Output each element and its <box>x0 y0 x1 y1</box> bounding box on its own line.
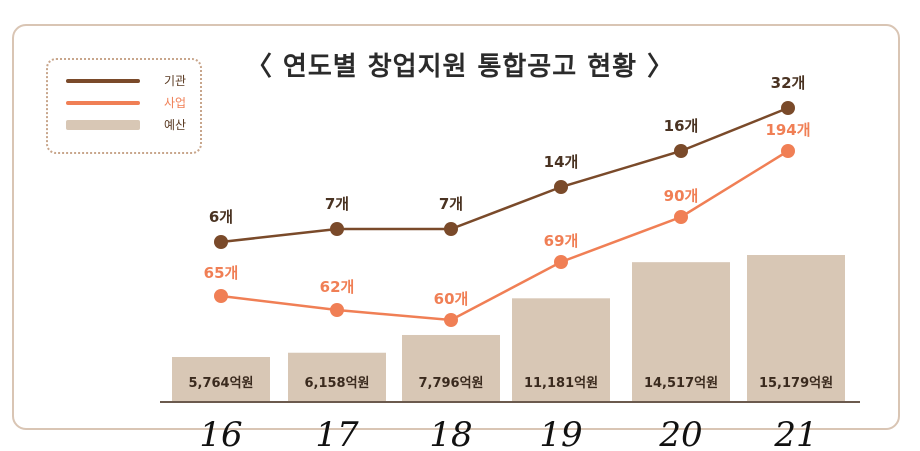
chart-title: 〈 연도별 창업지원 통합공고 현황 〉 <box>245 52 675 82</box>
legend: 기관 사업 예산 <box>46 58 202 154</box>
saeop-point-18 <box>444 313 458 327</box>
gigwan-label-19: 14개 <box>544 153 579 171</box>
saeop-point-17 <box>330 303 344 317</box>
legend-label-saeop: 사업 <box>164 96 187 110</box>
saeop-label-17: 62개 <box>320 278 355 296</box>
x-tick-18: 18 <box>429 415 472 451</box>
bar-label-16: 5,764억원 <box>188 376 253 391</box>
legend-label-yesan: 예산 <box>164 118 187 132</box>
bar-label-18: 7,796억원 <box>418 376 483 391</box>
gigwan-label-20: 16개 <box>664 117 699 135</box>
bar-17 <box>288 352 386 401</box>
x-tick-19: 19 <box>539 415 582 451</box>
legend-swatch-saeop <box>66 101 140 105</box>
x-tick-16: 16 <box>199 415 242 451</box>
gigwan-point-21 <box>781 101 795 115</box>
gigwan-point-18 <box>444 222 458 236</box>
legend-item-saeop: 사업 <box>66 94 196 112</box>
saeop-line <box>220 149 789 322</box>
x-tick-20: 20 <box>658 415 702 451</box>
legend-item-yesan: 예산 <box>66 116 196 134</box>
bar-21 <box>747 255 845 401</box>
saeop-label-20: 90개 <box>664 187 699 205</box>
gigwan-label-18: 7개 <box>439 195 463 213</box>
legend-label-gigwan: 기관 <box>164 74 187 88</box>
gigwan-line <box>220 106 789 244</box>
legend-swatch-gigwan <box>66 79 140 83</box>
saeop-point-21 <box>781 144 795 158</box>
bar-label-20: 14,517억원 <box>644 376 718 391</box>
saeop-label-18: 60개 <box>434 290 469 308</box>
gigwan-point-20 <box>674 144 688 158</box>
bar-label-21: 15,179억원 <box>759 376 833 391</box>
x-tick-21: 21 <box>773 415 817 451</box>
bar-19 <box>512 298 610 401</box>
gigwan-label-16: 6개 <box>209 208 233 226</box>
gigwan-point-19 <box>554 180 568 194</box>
legend-item-gigwan: 기관 <box>66 72 196 90</box>
bar-20 <box>632 262 730 401</box>
bar-18 <box>402 334 500 401</box>
bar-label-19: 11,181억원 <box>524 376 598 391</box>
saeop-label-16: 65개 <box>204 264 239 282</box>
bar-16 <box>172 357 270 401</box>
saeop-point-20 <box>674 210 688 224</box>
x-tick-17: 17 <box>315 415 359 451</box>
saeop-point-19 <box>554 255 568 269</box>
saeop-label-19: 69개 <box>544 232 579 250</box>
gigwan-point-16 <box>214 235 228 249</box>
saeop-point-16 <box>214 289 228 303</box>
saeop-label-21: 194개 <box>765 121 810 139</box>
gigwan-label-17: 7개 <box>325 195 349 213</box>
bar-label-17: 6,158억원 <box>304 376 369 391</box>
gigwan-point-17 <box>330 222 344 236</box>
gigwan-label-21: 32개 <box>771 74 806 92</box>
legend-swatch-yesan <box>66 120 140 130</box>
